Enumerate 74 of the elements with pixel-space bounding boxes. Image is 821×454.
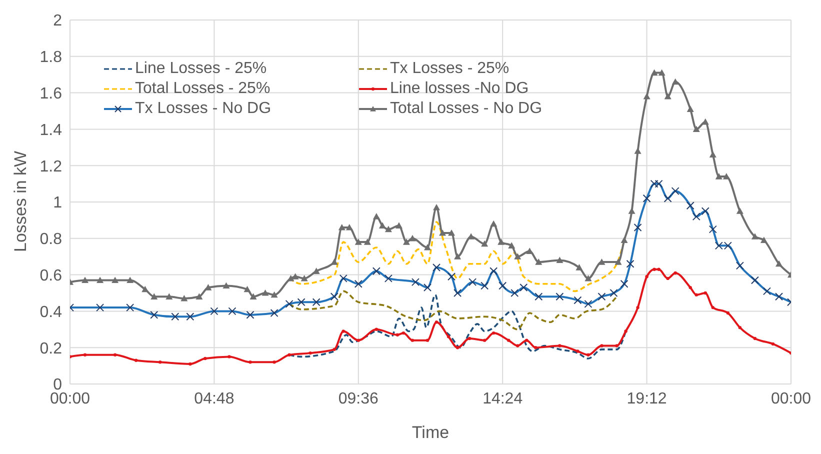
x-tick-label: 09:36 <box>338 390 379 408</box>
point <box>468 336 472 340</box>
point <box>666 276 670 280</box>
point <box>652 268 656 271</box>
point <box>738 326 742 330</box>
point <box>434 320 438 324</box>
legend-label: Line Losses - 25% <box>135 60 267 78</box>
y-tick-label: 0.8 <box>40 231 62 248</box>
y-tick-label: 2 <box>53 12 62 30</box>
point <box>674 271 677 275</box>
legend-label: Total Losses - 25% <box>135 80 270 98</box>
point <box>158 360 162 364</box>
y-axis-title: Losses in kW <box>11 150 30 252</box>
point <box>525 338 528 342</box>
point <box>636 306 640 310</box>
point <box>228 355 231 358</box>
point <box>402 331 406 335</box>
point <box>657 268 660 271</box>
point <box>308 351 312 355</box>
point <box>134 358 138 362</box>
point <box>492 331 496 335</box>
point <box>113 353 117 356</box>
point <box>356 338 360 342</box>
legend-label: Tx Losses - No DG <box>135 100 272 118</box>
point <box>534 346 538 350</box>
point <box>188 362 192 366</box>
point <box>456 346 460 350</box>
y-tick-label: 1.4 <box>40 122 62 139</box>
point <box>753 336 757 340</box>
point <box>688 286 692 290</box>
y-tick-label: 1.6 <box>40 85 62 102</box>
x-tick-label: 00:00 <box>770 390 812 408</box>
line-series <box>288 294 627 360</box>
y-tick-label: 0.2 <box>40 340 62 358</box>
legend-label: Tx Losses - 25% <box>390 60 510 78</box>
point <box>507 338 510 342</box>
point <box>615 344 618 348</box>
point <box>446 335 450 338</box>
point <box>645 275 648 278</box>
point <box>410 338 414 342</box>
point <box>586 353 590 356</box>
point <box>576 350 580 353</box>
y-tick-label: 1.2 <box>40 158 62 176</box>
point <box>374 328 378 331</box>
point <box>342 330 345 333</box>
y-tick-label: 1.8 <box>40 49 62 66</box>
point <box>482 338 486 342</box>
point <box>624 330 628 333</box>
x-axis-title: Time <box>412 423 450 442</box>
line-series <box>70 268 791 366</box>
point <box>426 338 430 342</box>
point <box>396 333 400 336</box>
x-tick-label: 19:12 <box>626 390 667 408</box>
point <box>694 293 698 296</box>
point <box>558 344 562 348</box>
legend-label: Line losses -No DG <box>390 80 529 98</box>
point <box>248 360 252 364</box>
legend-label: Total Losses - No DG <box>390 100 542 118</box>
point <box>726 311 730 315</box>
point <box>204 356 207 360</box>
y-tick-label: 0.4 <box>40 304 62 321</box>
y-tick-label: 1 <box>53 194 62 212</box>
point <box>600 344 604 348</box>
point <box>272 360 276 364</box>
point <box>288 353 291 356</box>
point <box>332 348 336 352</box>
x-tick-label: 04:48 <box>194 390 234 408</box>
point <box>704 291 707 295</box>
x-tick-label: 14:24 <box>482 390 523 408</box>
point <box>516 344 520 348</box>
y-tick-label: 0.6 <box>40 267 62 284</box>
point <box>711 306 714 310</box>
point <box>771 342 775 346</box>
point <box>83 353 87 356</box>
